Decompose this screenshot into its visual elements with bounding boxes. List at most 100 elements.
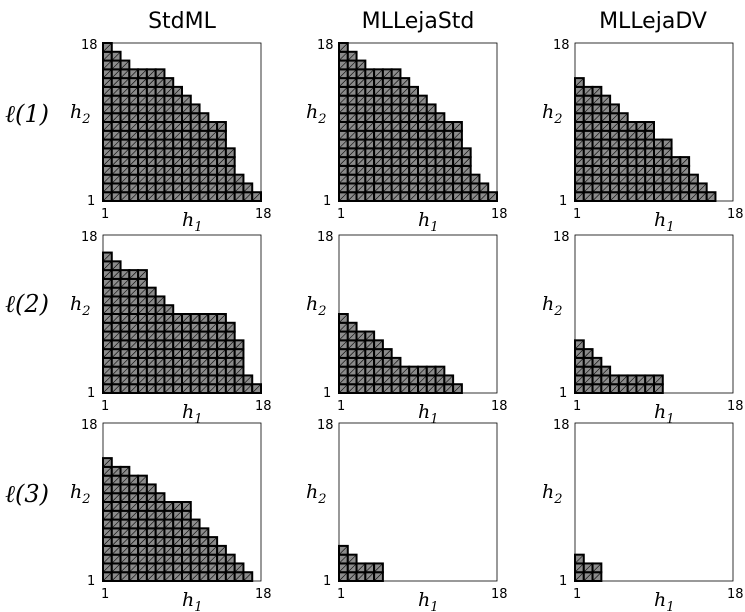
cell-diagonal (129, 77, 139, 88)
cell-diagonal (653, 165, 663, 175)
cell-diagonal (636, 165, 646, 175)
cell-diagonal (365, 375, 375, 385)
cell-diagonal (216, 192, 227, 202)
row-label-level-1: ℓ(1) (5, 100, 49, 128)
cell-diagonal (102, 466, 112, 476)
cell-diagonal (347, 139, 357, 149)
cell-diagonal (645, 375, 655, 385)
cell-diagonal (365, 130, 375, 140)
panel-r3-c3: 1 18 1 18 h1 h2 (542, 418, 744, 612)
cell-diagonal (417, 139, 427, 149)
cell-diagonal (671, 192, 681, 202)
cell-diagonal (155, 501, 165, 511)
cell-diagonal (234, 348, 244, 359)
cell-diagonal (391, 113, 401, 123)
cell-diagonal (409, 366, 419, 376)
cell-diagonal (173, 501, 183, 511)
cell-diagonal (662, 156, 672, 167)
cell-diagonal (111, 51, 121, 61)
cell-diagonal (155, 305, 165, 315)
cell-diagonal (155, 545, 165, 555)
cell-diagonal (356, 113, 366, 123)
cell-diagonal (609, 375, 620, 385)
cell-diagonal (146, 484, 156, 494)
cell-diagonal (155, 536, 165, 547)
x-tick-max: 18 (727, 399, 744, 414)
cell-diagonal (470, 183, 480, 193)
cell-diagonal (111, 528, 121, 538)
cell-diagonal (417, 366, 427, 376)
cell-diagonal (111, 261, 121, 271)
cell-diagonal (146, 95, 156, 105)
cell-diagonal (347, 86, 357, 96)
cell-diagonal (111, 95, 121, 105)
cell-diagonal (347, 322, 357, 332)
cell-diagonal (111, 305, 121, 315)
cell-diagonal (181, 121, 191, 131)
cell-diagonal (164, 104, 174, 114)
cell-diagonal (129, 475, 139, 485)
cell-diagonal (574, 139, 584, 149)
cell-diagonal (365, 340, 375, 350)
cell-diagonal (583, 95, 593, 105)
cell-diagonal (347, 174, 357, 184)
cell-diagonal (618, 375, 628, 385)
cell-diagonal (609, 104, 620, 114)
cell-diagonal (365, 113, 375, 123)
panel-r1-c3: 1 18 1 18 h1 h2 (542, 38, 744, 235)
cell-diagonal (208, 357, 218, 367)
cell-diagonal (225, 384, 235, 394)
cell-diagonal (111, 545, 121, 555)
cell-diagonal (382, 86, 392, 96)
cell-diagonal (129, 183, 139, 193)
cell-diagonal (601, 139, 611, 149)
cell-diagonal (102, 340, 112, 350)
cell-diagonal (653, 384, 663, 394)
cell-diagonal (338, 174, 348, 184)
cell-diagonal (356, 165, 366, 175)
cell-diagonal (601, 174, 611, 184)
panel-r2-c3: 1 18 1 18 h1 h2 (542, 230, 744, 427)
cell-diagonal (199, 536, 209, 547)
cell-diagonal (120, 340, 130, 350)
cell-diagonal (627, 139, 637, 149)
cell-diagonal (365, 95, 375, 105)
cell-diagonal (671, 174, 681, 184)
cell-diagonal (391, 375, 401, 385)
cell-diagonal (225, 572, 235, 582)
cell-diagonal (461, 174, 471, 184)
cell-diagonal (120, 156, 130, 167)
cell-diagonal (601, 384, 611, 394)
x-axis-label: h1 (418, 589, 439, 612)
cell-diagonal (129, 287, 139, 297)
cell-diagonal (417, 156, 427, 167)
cell-diagonal (653, 174, 663, 184)
cell-diagonal (347, 572, 357, 582)
cell-diagonal (208, 563, 218, 573)
cell-diagonal (155, 192, 165, 202)
cell-diagonal (199, 313, 209, 323)
cell-diagonal (225, 174, 235, 184)
cell-diagonal (181, 536, 191, 547)
cell-diagonal (129, 340, 139, 350)
cell-diagonal (444, 183, 454, 193)
cell-diagonal (574, 156, 584, 167)
cell-diagonal (216, 366, 227, 376)
cell-diagonal (373, 357, 384, 367)
cell-diagonal (173, 366, 183, 376)
cell-diagonal (155, 156, 165, 167)
cell-diagonal (618, 183, 628, 193)
cell-diagonal (120, 357, 130, 367)
cell-diagonal (173, 528, 183, 538)
cell-diagonal (164, 174, 174, 184)
cell-diagonal (234, 174, 244, 184)
x-axis-label: h1 (654, 589, 675, 612)
cell-diagonal (338, 121, 348, 131)
cell-diagonal (111, 348, 121, 359)
cell-diagonal (146, 501, 156, 511)
cell-diagonal (111, 86, 121, 96)
cell-diagonal (164, 366, 174, 376)
cell-diagonal (120, 563, 130, 573)
cell-diagonal (216, 165, 227, 175)
cell-diagonal (129, 554, 139, 564)
